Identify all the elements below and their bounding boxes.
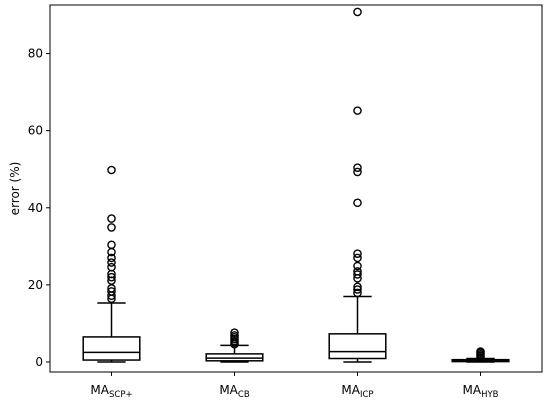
outlier-point bbox=[353, 163, 362, 172]
x-tick-label-cb: MACB bbox=[219, 383, 249, 400]
outlier-point bbox=[107, 223, 116, 232]
outlier-point bbox=[353, 249, 362, 258]
y-axis-label: error (%) bbox=[8, 162, 22, 216]
x-tick-label-base: MA bbox=[341, 383, 360, 397]
outlier-point bbox=[107, 165, 116, 175]
x-tick-label-subscript: CB bbox=[238, 390, 250, 400]
outlier-point bbox=[353, 198, 362, 208]
x-tick-label-scp: MASCP+ bbox=[90, 383, 132, 400]
box-hyb bbox=[451, 347, 510, 363]
y-tick-label: 80 bbox=[28, 47, 43, 61]
outlier-point bbox=[353, 106, 362, 115]
outlier-point bbox=[353, 167, 362, 177]
x-tick-label: MACB bbox=[219, 383, 249, 400]
y-axis: 0 20 40 60 80 bbox=[28, 47, 50, 369]
outlier-point bbox=[107, 214, 116, 223]
y-tick-label: 40 bbox=[28, 201, 43, 215]
outlier-point bbox=[353, 261, 362, 271]
outlier-point bbox=[353, 288, 362, 298]
x-axis: MASCP+ MACB MAICP MAHYB bbox=[90, 372, 499, 400]
box-series bbox=[82, 7, 510, 363]
x-tick-label-base: MA bbox=[90, 383, 109, 397]
outlier-point bbox=[353, 285, 362, 294]
x-tick-label-base: MA bbox=[463, 383, 482, 397]
x-tick-label-subscript: HYB bbox=[481, 390, 499, 400]
x-tick-label: MAICP bbox=[341, 383, 373, 400]
x-tick-label: MAHYB bbox=[463, 383, 499, 400]
outlier-point bbox=[476, 347, 485, 356]
outlier-point bbox=[107, 262, 116, 272]
box-cb bbox=[205, 328, 264, 363]
iqr-box bbox=[205, 353, 264, 362]
outlier-point bbox=[353, 282, 362, 292]
iqr-box bbox=[82, 336, 141, 361]
plot-frame bbox=[49, 4, 543, 373]
outlier-point bbox=[353, 270, 362, 279]
outlier-point bbox=[353, 7, 362, 17]
outlier-point bbox=[107, 287, 116, 296]
x-tick-label-icp: MAICP bbox=[341, 383, 373, 400]
box-scp bbox=[82, 165, 141, 363]
x-tick-label-subscript: ICP bbox=[360, 390, 374, 400]
y-tick-label: 60 bbox=[28, 124, 43, 138]
iqr-box bbox=[328, 333, 387, 360]
x-tick-label: MASCP+ bbox=[90, 383, 132, 400]
outlier-point bbox=[353, 267, 362, 276]
x-tick-label-base: MA bbox=[219, 383, 238, 397]
outlier-point bbox=[230, 331, 239, 340]
outlier-point bbox=[107, 258, 116, 267]
y-tick-label: 20 bbox=[28, 278, 43, 292]
outlier-point bbox=[353, 253, 362, 263]
outlier-point bbox=[230, 328, 239, 337]
outlier-point bbox=[107, 253, 116, 263]
outlier-point bbox=[107, 240, 116, 250]
x-tick-label-hyb: MAHYB bbox=[463, 383, 499, 400]
outlier-point bbox=[107, 272, 116, 282]
box-icp bbox=[328, 7, 387, 363]
x-tick-label-subscript: SCP+ bbox=[109, 390, 133, 400]
y-tick-label: 0 bbox=[35, 355, 43, 369]
